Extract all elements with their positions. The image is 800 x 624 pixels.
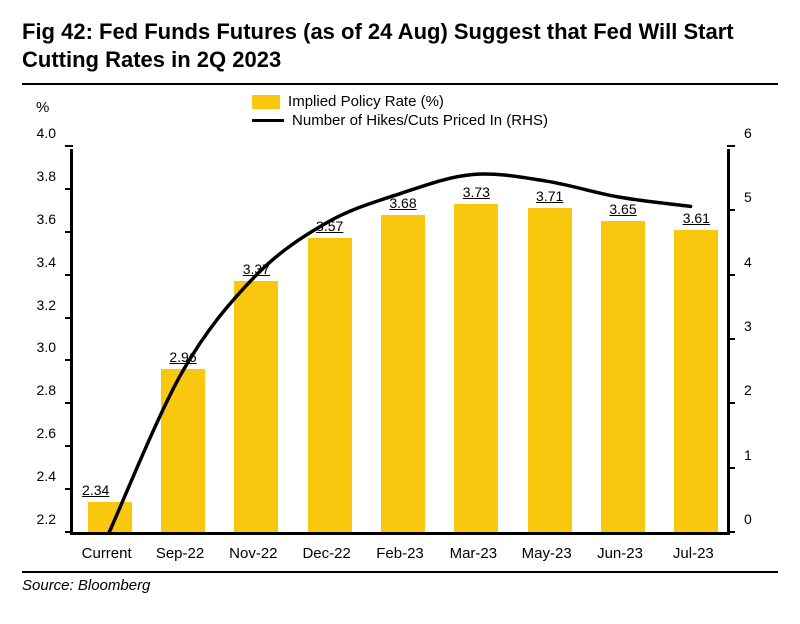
x-tick-label: Mar-23	[450, 545, 498, 562]
y-right-tick: 0	[738, 511, 784, 527]
y-right-tick: 2	[738, 382, 784, 398]
y-left-tick: 2.4	[16, 468, 62, 484]
x-tick-label: Nov-22	[229, 545, 277, 562]
legend-label-bar: Implied Policy Rate (%)	[288, 93, 444, 110]
legend-swatch-bar	[252, 95, 280, 109]
y-left-tick: 2.6	[16, 425, 62, 441]
y-right-tick: 3	[738, 318, 784, 334]
x-tick-label: Jun-23	[597, 545, 643, 562]
x-tick-label: May-23	[522, 545, 572, 562]
chart: % Implied Policy Rate (%) Number of Hike…	[22, 85, 778, 565]
x-tick-label: Dec-22	[302, 545, 350, 562]
y-left-tick: 2.2	[16, 511, 62, 527]
legend-swatch-line	[252, 119, 284, 122]
y-left-tick: 4.0	[16, 125, 62, 141]
y-axis-right: 0123456	[738, 149, 778, 535]
y-left-tick: 3.2	[16, 297, 62, 313]
y-axis-left: 2.22.42.62.83.03.23.43.63.84.0	[22, 149, 62, 535]
line-series	[109, 174, 690, 532]
x-tick-label: Sep-22	[156, 545, 204, 562]
y-left-tick: 3.8	[16, 168, 62, 184]
y-right-tick: 5	[738, 189, 784, 205]
figure-container: Fig 42: Fed Funds Futures (as of 24 Aug)…	[0, 0, 800, 624]
legend-item-bar: Implied Policy Rate (%)	[252, 93, 548, 110]
legend-item-line: Number of Hikes/Cuts Priced In (RHS)	[252, 112, 548, 129]
x-tick-label: Jul-23	[673, 545, 714, 562]
y-left-tick: 3.6	[16, 211, 62, 227]
y-right-tick: 1	[738, 447, 784, 463]
legend-label-line: Number of Hikes/Cuts Priced In (RHS)	[292, 112, 548, 129]
line-layer	[73, 149, 727, 532]
figure-source: Source: Bloomberg	[22, 571, 778, 594]
figure-title: Fig 42: Fed Funds Futures (as of 24 Aug)…	[22, 18, 778, 73]
plot-area: 2.342.963.373.573.683.733.713.653.61	[70, 149, 730, 535]
y-right-tick: 6	[738, 125, 784, 141]
y-left-tick: 3.0	[16, 339, 62, 355]
x-tick-label: Current	[82, 545, 132, 562]
y-left-tick: 3.4	[16, 254, 62, 270]
y-left-unit-label: %	[36, 99, 49, 116]
y-right-tick: 4	[738, 254, 784, 270]
x-axis-labels: Current Sep-22 Nov-22 Dec-22 Feb-23 Mar-23 May…	[70, 539, 730, 565]
legend: Implied Policy Rate (%) Number of Hikes/…	[252, 91, 548, 131]
x-tick-label: Feb-23	[376, 545, 424, 562]
y-left-tick: 2.8	[16, 382, 62, 398]
